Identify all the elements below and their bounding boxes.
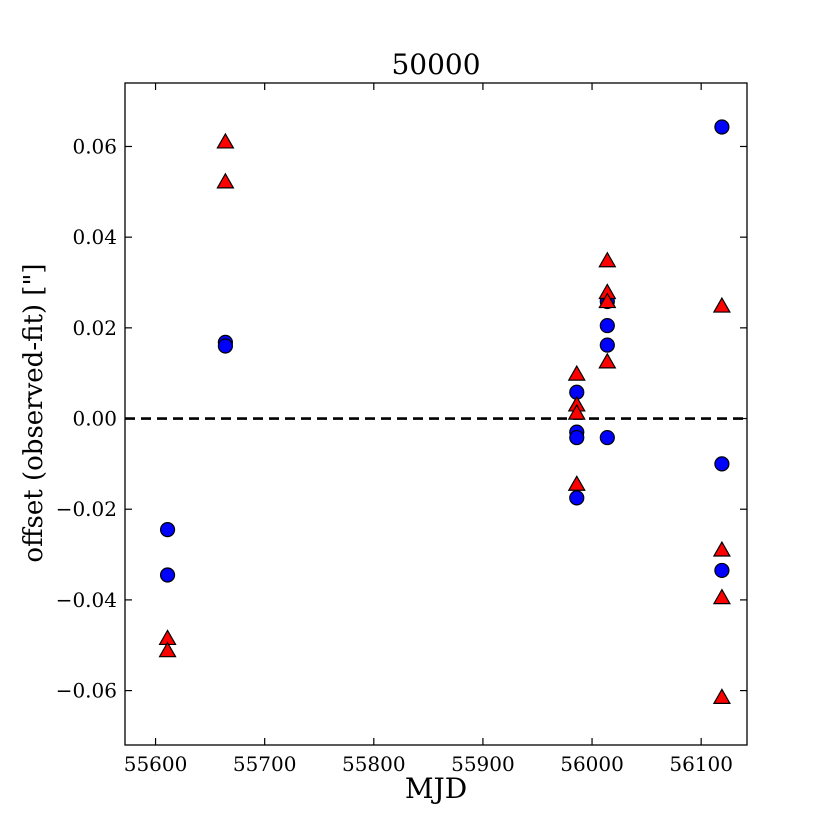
x-tick-label: 55900 xyxy=(451,752,515,776)
data-point-triangle xyxy=(567,403,586,420)
y-axis-label: offset (observed-fit) ["] xyxy=(19,263,49,562)
x-axis-label: MJD xyxy=(405,772,467,805)
data-point-triangle xyxy=(712,296,731,313)
x-tick-label: 55700 xyxy=(233,752,297,776)
x-tick-label: 56000 xyxy=(560,752,624,776)
data-point-circle xyxy=(569,429,585,446)
x-tick-label: 55600 xyxy=(124,752,188,776)
data-point-circle xyxy=(159,522,176,538)
data-point-circle xyxy=(159,567,176,583)
data-point-circle xyxy=(569,490,585,506)
y-tick-label: 0.00 xyxy=(72,407,117,431)
data-point-triangle xyxy=(598,352,617,369)
data-point-triangle xyxy=(712,688,731,704)
y-tick-label: −0.06 xyxy=(56,679,117,703)
y-tick-label: −0.02 xyxy=(56,497,117,521)
data-point-circle xyxy=(599,337,615,353)
y-tick-label: 0.04 xyxy=(72,225,117,249)
data-point-triangle xyxy=(158,641,177,658)
y-tick-label: −0.04 xyxy=(56,588,117,612)
data-point-circle xyxy=(714,456,730,472)
plot-frame xyxy=(124,82,748,746)
data-point-triangle xyxy=(216,132,235,149)
data-point-circle xyxy=(599,429,615,446)
data-point-triangle xyxy=(598,251,617,268)
data-point-triangle xyxy=(216,172,235,189)
x-tick-label: 56100 xyxy=(669,752,733,776)
x-tick-label: 55800 xyxy=(342,752,406,776)
data-point-triangle xyxy=(567,475,586,491)
data-point-circle xyxy=(217,338,233,354)
data-point-circle xyxy=(714,562,730,579)
y-tick-label: 0.02 xyxy=(72,316,117,340)
data-point-triangle xyxy=(712,540,731,557)
data-point-triangle xyxy=(712,588,731,605)
data-point-triangle xyxy=(598,292,617,309)
y-tick-label: 0.06 xyxy=(72,134,117,158)
data-point-triangle xyxy=(567,364,586,381)
data-point-circle xyxy=(714,119,730,135)
chart-title: 50000 xyxy=(391,48,480,81)
data-point-circle xyxy=(599,317,615,334)
